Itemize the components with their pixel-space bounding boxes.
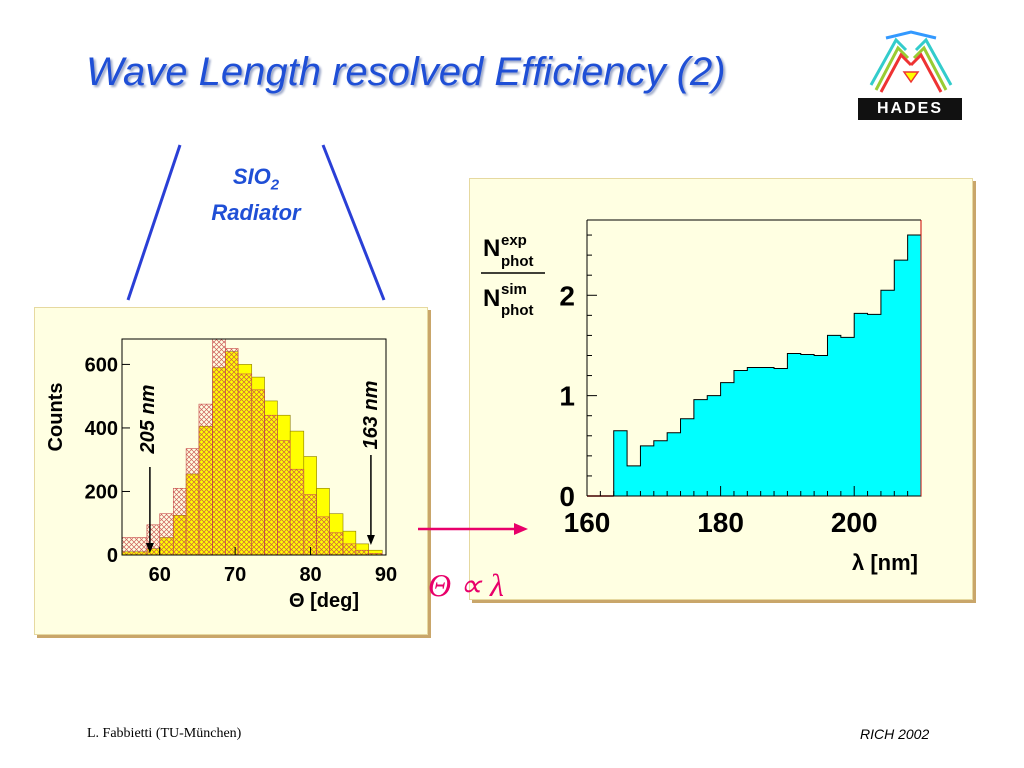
ratio-ytick-label: 1 (559, 381, 575, 412)
ratio-axes: 0 1 2 160 180 200 (559, 219, 922, 538)
theta-bar-sim (329, 532, 344, 556)
theta-lambda-relation: Θ ∝ λ (428, 567, 504, 603)
radiator-subscript: 2 (270, 176, 280, 194)
theta-bar-sim (251, 389, 265, 556)
hades-logo-text: HADES (858, 98, 962, 120)
radiator-line-left (126, 144, 182, 301)
radiator-label: SIO2 Radiator (176, 163, 336, 227)
theta-ytick-label: 0 (107, 545, 118, 567)
theta-bar-sim (212, 338, 226, 556)
theta-bar-sim (316, 516, 330, 556)
ratio-ylabel: N exp phot N sim phot (481, 232, 545, 319)
mapping-arrow-head (514, 523, 528, 535)
theta-bar-sim (303, 494, 317, 556)
annotation-arrow-head (366, 535, 375, 545)
radiator-word: Radiator (211, 200, 301, 226)
ratio-area (613, 234, 922, 497)
ratio-ylabel-num-sub: phot (501, 253, 533, 270)
annotation-arrow-head (145, 543, 154, 553)
theta-ytick-label: 400 (85, 418, 118, 440)
ratio-ylabel-den-sub: phot (501, 302, 533, 319)
theta-bar-sim (237, 373, 253, 556)
theta-histogram: 0 200 400 600 60 70 80 90 Counts Θ [deg] 205 nm… (45, 338, 397, 612)
radiator-material: SIO (232, 164, 271, 189)
theta-xtick-label: 80 (299, 564, 321, 586)
theta-bar-sim (225, 348, 239, 556)
theta-bar-sim (342, 543, 357, 556)
theta-bars (121, 338, 383, 556)
theta-ytick-label: 600 (85, 354, 118, 376)
theta-xtick-label: 70 (224, 564, 246, 586)
ratio-xlabel: λ [nm] (852, 550, 918, 575)
theta-xtick-label: 60 (149, 564, 171, 586)
footer-conference: RICH 2002 (860, 726, 930, 742)
ratio-histogram: 0 1 2 160 180 200 N exp phot N sim phot λ [nm… (481, 219, 922, 575)
theta-ylabel: Counts (45, 383, 67, 452)
theta-bar-sim (146, 524, 161, 556)
theta-bar-sim (172, 487, 187, 556)
footer-author: L. Fabbietti (TU-München) (87, 726, 242, 741)
theta-bar-sim (185, 448, 200, 556)
theta-bar-sim (159, 513, 174, 556)
ratio-ytick-label: 2 (559, 280, 575, 311)
ratio-ylabel-den: N (483, 285, 500, 312)
theta-frame (121, 338, 387, 556)
ratio-xtick-label: 160 (564, 507, 611, 538)
theta-bar-sim (289, 468, 305, 556)
ratio-ylabel-den-sup: sim (501, 281, 527, 298)
ratio-ylabel-num-sup: exp (501, 232, 527, 249)
ratio-bars (613, 234, 922, 497)
ratio-xtick-label: 180 (697, 507, 744, 538)
ratio-xtick-label: 200 (831, 507, 878, 538)
theta-bar-sim (355, 549, 369, 556)
ratio-ylabel-num: N (483, 235, 500, 262)
hades-logo (856, 30, 966, 130)
radiator-line-right (321, 144, 386, 301)
theta-xtick-label: 90 (375, 564, 397, 586)
theta-bar-sim (264, 414, 278, 556)
ratio-ytick-label: 0 (559, 481, 575, 512)
theta-bar-sim (198, 403, 213, 556)
theta-bar-sim (121, 537, 148, 556)
theta-xlabel: Θ [deg] (289, 590, 359, 612)
page-title: Wave Length resolved Efficiency (2) (86, 50, 726, 94)
annotation-205nm: 205 nm (137, 385, 159, 455)
annotation-163nm: 163 nm (360, 381, 382, 450)
theta-axes: 0 200 400 600 60 70 80 90 (85, 338, 397, 586)
theta-bar-sim (277, 440, 291, 556)
theta-ytick-label: 200 (85, 481, 118, 503)
